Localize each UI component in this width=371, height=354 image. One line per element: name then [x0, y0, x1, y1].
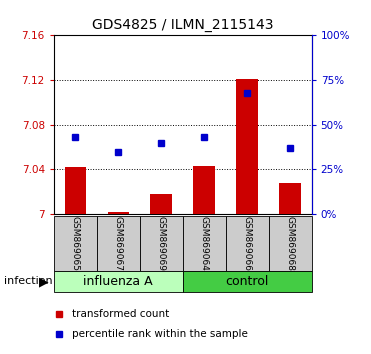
Bar	[183, 271, 312, 292]
Bar	[279, 183, 301, 214]
Bar	[140, 216, 183, 271]
Bar	[54, 271, 183, 292]
Text: GSM869069: GSM869069	[157, 216, 166, 271]
Bar	[54, 216, 97, 271]
Bar	[183, 216, 226, 271]
Bar	[226, 216, 269, 271]
Bar	[193, 166, 215, 214]
Text: infection: infection	[4, 276, 52, 286]
Bar	[151, 194, 172, 214]
Bar	[65, 167, 86, 214]
Bar	[269, 216, 312, 271]
Text: transformed count: transformed count	[72, 309, 169, 319]
Text: GSM869064: GSM869064	[200, 216, 209, 271]
Text: GSM869068: GSM869068	[286, 216, 295, 271]
Bar	[108, 212, 129, 214]
Text: ▶: ▶	[39, 275, 49, 288]
Text: percentile rank within the sample: percentile rank within the sample	[72, 329, 248, 339]
Text: influenza A: influenza A	[83, 275, 153, 288]
Bar	[97, 216, 140, 271]
Bar	[236, 79, 258, 214]
Text: GSM869067: GSM869067	[114, 216, 123, 271]
Text: control: control	[226, 275, 269, 288]
Title: GDS4825 / ILMN_2115143: GDS4825 / ILMN_2115143	[92, 18, 273, 32]
Text: GSM869065: GSM869065	[71, 216, 80, 271]
Text: GSM869066: GSM869066	[243, 216, 252, 271]
